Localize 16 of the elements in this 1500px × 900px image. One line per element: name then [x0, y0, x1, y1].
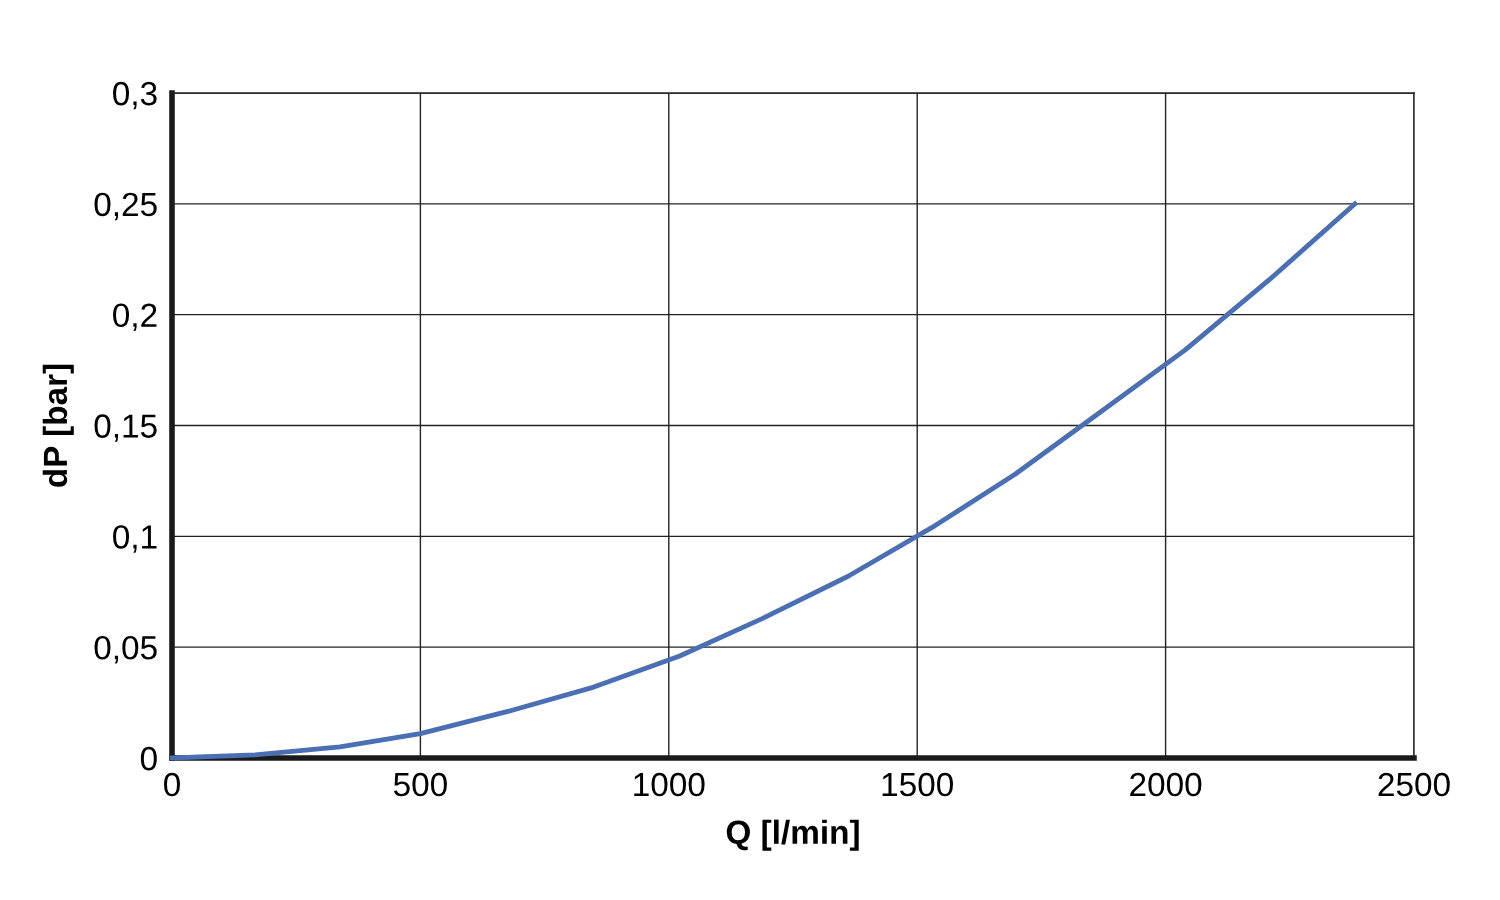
x-tick-label: 500	[393, 772, 447, 797]
y-tick-label: 0,05	[94, 635, 157, 664]
x-tick-label: 2500	[1378, 772, 1450, 797]
x-axis-title: Q [l/min]	[726, 819, 859, 851]
y-tick-label: 0,15	[94, 414, 157, 442]
y-tick-label: 0,1	[113, 525, 157, 553]
x-tick-label: 1500	[882, 772, 953, 797]
y-tick-label: 0	[140, 746, 157, 771]
y-tick-label: 0,3	[113, 81, 157, 110]
x-tick-label: 1000	[634, 772, 705, 797]
y-axis-title: dP [bar]	[42, 364, 74, 487]
y-tick-label: 0,25	[94, 192, 157, 221]
line-series	[169, 201, 1358, 761]
y-tick-label: 0,2	[113, 303, 157, 332]
x-tick-label: 0	[164, 772, 180, 797]
x-tick-label: 2000	[1130, 772, 1202, 797]
